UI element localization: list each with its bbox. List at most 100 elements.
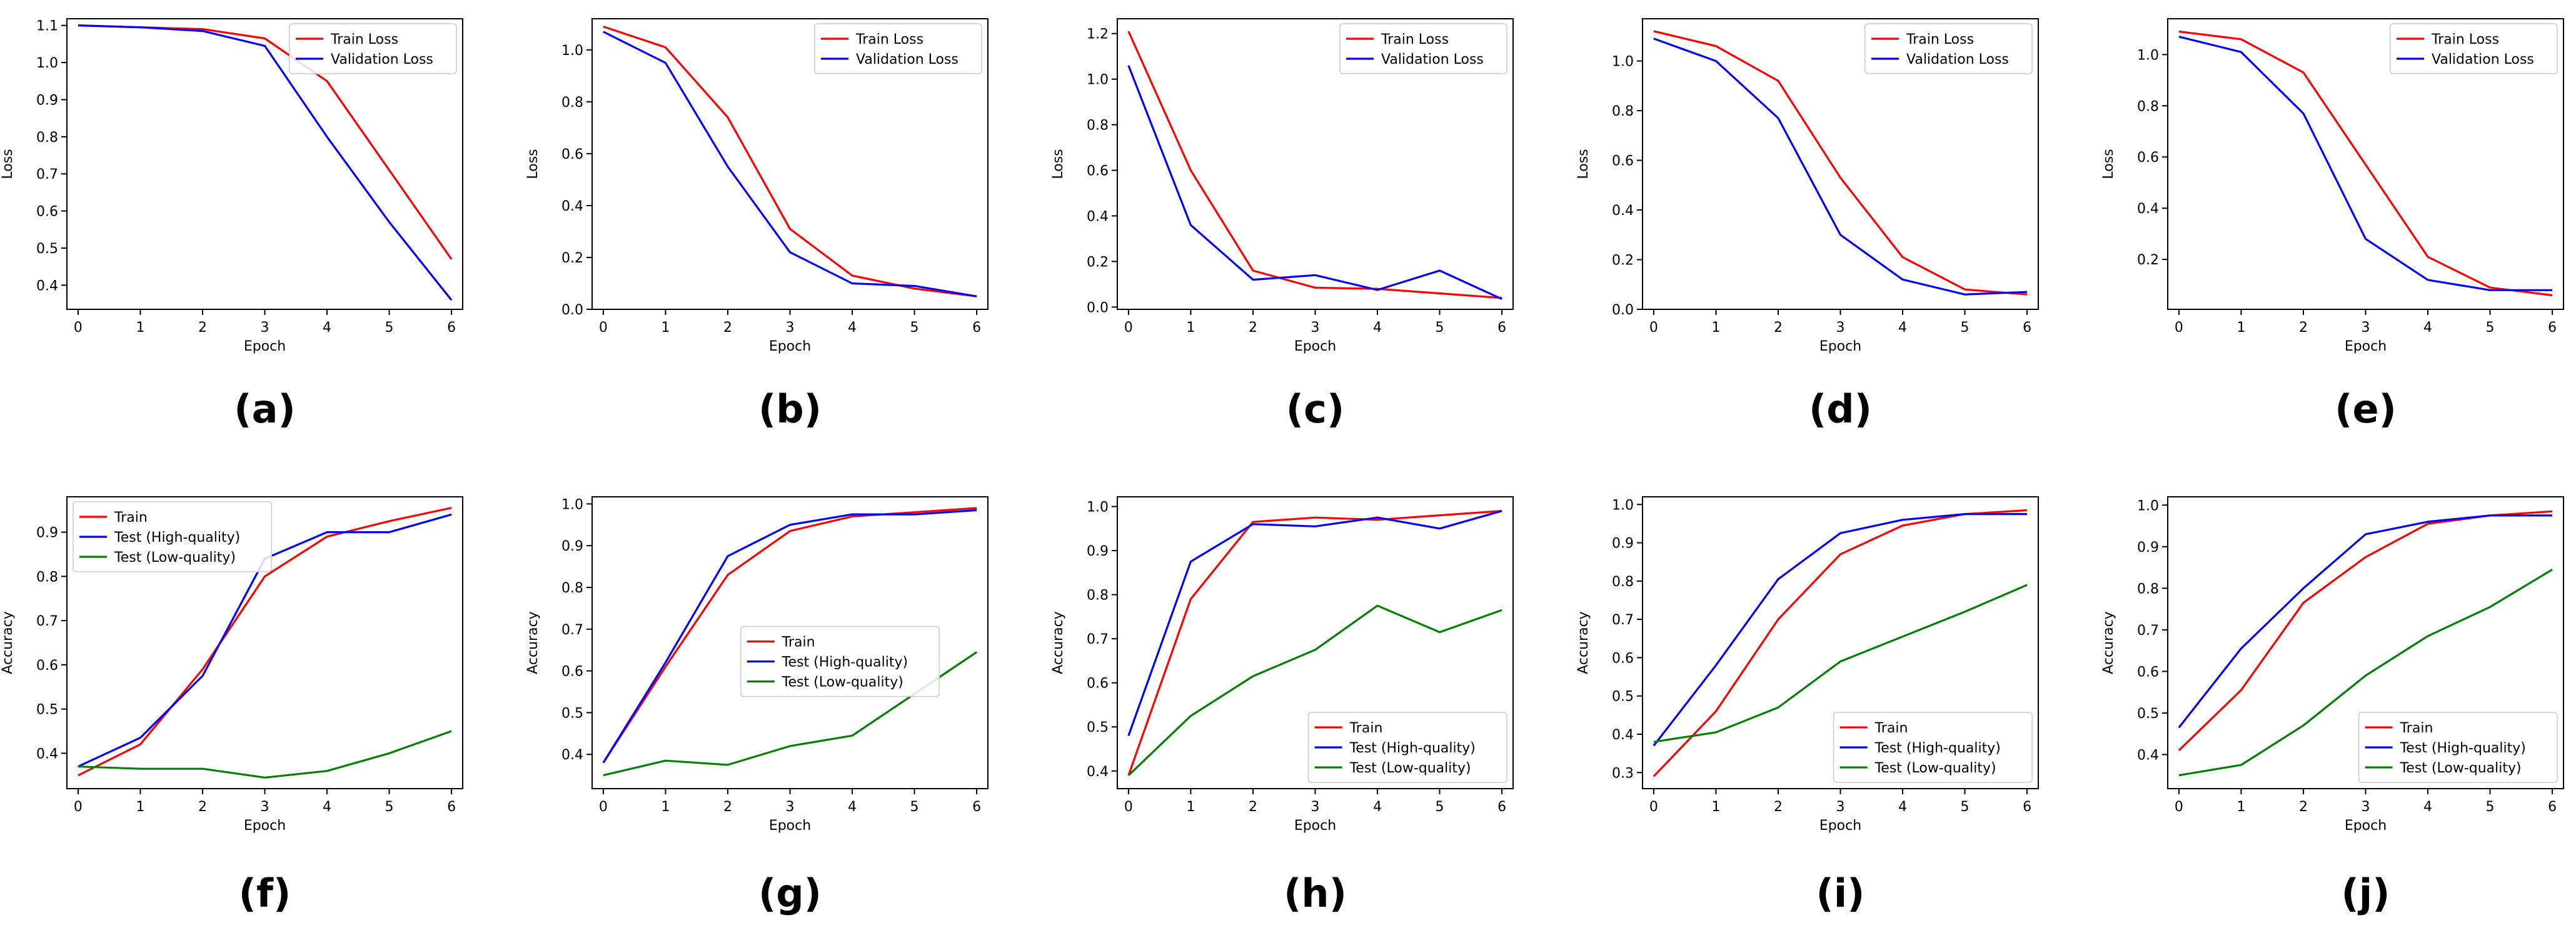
y-tick-label: 1.2 [1087,27,1109,42]
x-tick-label: 1 [1186,799,1195,815]
y-tick-label: 0.6 [1612,651,1634,666]
y-axis-label: Loss [1050,149,1066,179]
series-line-j-2 [2178,569,2553,777]
subfigure-caption: (d) [1809,386,1872,432]
x-tick-label: 6 [2548,799,2557,815]
y-tick-label: 0.6 [561,664,583,680]
legend-label: Train Loss [330,32,398,47]
x-tick-label: 5 [1436,799,1444,815]
x-tick-label: 5 [1436,320,1444,336]
y-tick-label: 0.8 [2137,581,2159,597]
y-tick-label: 1.0 [1087,500,1109,516]
x-tick-label: 0 [74,320,83,336]
x-tick-label: 3 [1311,320,1320,336]
y-tick-label: 0.2 [2137,252,2159,268]
chart-i: 0 1 2 3 4 5 6 0.3 0.4 0.5 0.6 0.7 0.8 0.9 1.0 Epoch Accu… [1576,496,2039,916]
y-axis-label: Accuracy [1050,611,1066,674]
legend-label: Validation Loss [1381,52,1484,67]
y-tick-label: 0.4 [561,199,583,214]
subfigure-caption: (a) [234,386,296,432]
x-tick-label: 3 [261,320,269,336]
series-line-c-0 [1127,31,1502,299]
x-tick-label: 5 [1961,799,1970,815]
x-tick-label: 2 [1774,320,1783,336]
y-tick-label: 0.3 [1612,766,1634,781]
legend-box [1833,712,2033,783]
legend-box [73,501,273,572]
x-tick-label: 2 [2299,799,2308,815]
y-tick-label: 1.0 [561,43,583,59]
y-tick-label: 0.9 [561,539,583,554]
x-tick-label: 2 [1249,799,1257,815]
x-tick-label: 2 [1774,799,1783,815]
subfigure-caption: (b) [758,386,822,432]
y-tick-label: 0.8 [2137,99,2159,114]
subfigure-caption: (h) [1284,871,1347,916]
y-tick-label: 0.9 [36,92,58,108]
legend-box [740,626,940,697]
x-tick-label: 2 [1249,320,1257,336]
legend-box [2390,23,2558,74]
y-tick-label: 0.8 [1087,118,1109,134]
x-tick-label: 4 [323,320,331,336]
legend: Train Loss Validation Loss [814,23,982,74]
legend: Train Loss Validation Loss [1864,23,2033,74]
x-tick-label: 6 [972,799,981,815]
y-tick-label: 0.4 [1612,203,1634,219]
x-tick-label: 0 [1649,799,1658,815]
x-tick-label: 3 [2362,799,2370,815]
series-line-d-0 [1653,30,2028,296]
series-line-d-1 [1653,37,2028,296]
x-tick-label: 3 [1836,799,1845,815]
y-tick-label: 1.0 [561,497,583,512]
y-tick-label: 0.0 [1087,300,1109,316]
legend-label: Train [1349,721,1383,736]
x-tick-label: 3 [261,799,269,815]
legend: Train Loss Validation Loss [1339,23,1507,74]
x-tick-label: 0 [2175,799,2183,815]
x-tick-label: 2 [723,320,732,336]
legend: Train Test (High-quality) Test (Low-qualit… [73,501,273,572]
x-tick-label: 1 [661,320,670,336]
y-axis-label: Accuracy [2101,611,2116,674]
x-axis-label: Epoch [2345,339,2387,354]
subfigure-caption: (e) [2335,386,2397,432]
chart-f: 0 1 2 3 4 5 6 0.4 0.5 0.6 0.7 0.8 0.9 Epoch Accuracy (f… [0,496,463,916]
legend-label: Test (High-quality) [782,655,908,671]
y-tick-label: 0.5 [2137,706,2159,722]
x-tick-label: 0 [599,320,608,336]
x-tick-label: 6 [1497,799,1506,815]
y-tick-label: 0.9 [36,526,58,541]
series-line-g-0 [602,507,977,764]
x-tick-label: 6 [447,799,456,815]
y-tick-label: 0.7 [1087,632,1109,647]
series-line-a-1 [78,24,453,301]
x-tick-label: 4 [2423,799,2432,815]
x-axis-label: Epoch [1294,818,1336,834]
legend-label: Test (Low-quality) [1874,761,1996,776]
chart-e: 0 1 2 3 4 5 6 0.2 0.4 0.6 0.8 1.0 Epoch Loss (e) Train … [2101,18,2564,432]
x-tick-label: 1 [136,320,144,336]
legend-box [1339,23,1507,74]
x-tick-label: 6 [1497,320,1506,336]
y-tick-label: 1.0 [1612,54,1634,70]
x-tick-label: 4 [1373,320,1382,336]
y-tick-label: 0.6 [561,147,583,162]
x-tick-label: 1 [1711,320,1720,336]
legend-box [1864,23,2033,74]
x-tick-label: 6 [972,320,981,336]
series-line-e-1 [2178,36,2553,291]
x-tick-label: 4 [848,320,857,336]
x-tick-label: 4 [2423,320,2432,336]
y-tick-label: 0.5 [1087,720,1109,736]
y-tick-label: 0.8 [1612,574,1634,590]
y-tick-label: 0.5 [1612,689,1634,705]
y-tick-label: 1.1 [36,19,58,34]
legend-label: Train Loss [855,32,923,47]
y-tick-label: 0.7 [2137,623,2159,639]
series-line-f-0 [78,507,452,777]
x-tick-label: 0 [2175,320,2183,336]
legend-box [289,23,457,74]
series-line-j-1 [2178,514,2553,729]
y-tick-label: 0.6 [36,204,58,220]
